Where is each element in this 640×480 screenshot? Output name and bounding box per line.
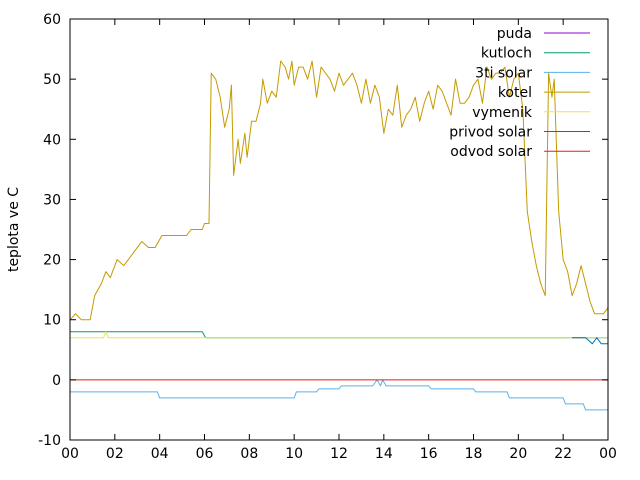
y-tick-label: 40 [43, 132, 61, 148]
x-tick-label: 08 [240, 446, 258, 462]
x-tick-label: 14 [375, 446, 393, 462]
y-axis: -10 0 10 20 30 40 50 60 [38, 12, 608, 449]
legend: puda kutloch 3ti solar kotel vymenik privod s… [449, 26, 590, 160]
legend-label: 3ti solar [475, 65, 532, 81]
legend-label: privod solar [449, 125, 532, 141]
y-tick-label: 60 [43, 12, 61, 28]
y-tick-label: 30 [43, 192, 61, 208]
x-tick-label: 10 [285, 446, 303, 462]
y-tick-label: -10 [38, 433, 61, 449]
y-tick-label: 20 [43, 253, 61, 269]
x-tick-label: 00 [599, 446, 617, 462]
series-line-privod-solar [572, 337, 608, 345]
x-tick-label: 16 [420, 446, 438, 462]
plot-frame [69, 18, 609, 441]
series-line-kotel [69, 60, 609, 321]
legend-label: kotel [498, 85, 532, 101]
y-tick-label: 50 [43, 72, 61, 88]
y-tick-label: 0 [52, 373, 61, 389]
plot-lines [69, 60, 609, 411]
x-axis: 00 02 04 06 08 10 12 14 16 18 20 22 00 [61, 19, 617, 462]
legend-label: vymenik [472, 105, 533, 121]
x-tick-label: 02 [106, 446, 124, 462]
series-line-3ti-solar [70, 379, 608, 411]
x-tick-label: 00 [61, 446, 79, 462]
series-line-kutloch [70, 331, 608, 339]
series-line-vymenik [70, 331, 608, 339]
x-tick-label: 22 [554, 446, 572, 462]
y-axis-label: teplota ve C [6, 187, 22, 272]
x-tick-label: 12 [330, 446, 348, 462]
x-tick-label: 04 [151, 446, 169, 462]
y-tick-label: 10 [43, 313, 61, 329]
x-tick-label: 06 [196, 446, 214, 462]
legend-label: odvod solar [450, 144, 532, 160]
legend-label: puda [497, 26, 532, 42]
x-tick-label: 18 [465, 446, 483, 462]
legend-label: kutloch [481, 46, 532, 62]
x-tick-label: 20 [509, 446, 527, 462]
